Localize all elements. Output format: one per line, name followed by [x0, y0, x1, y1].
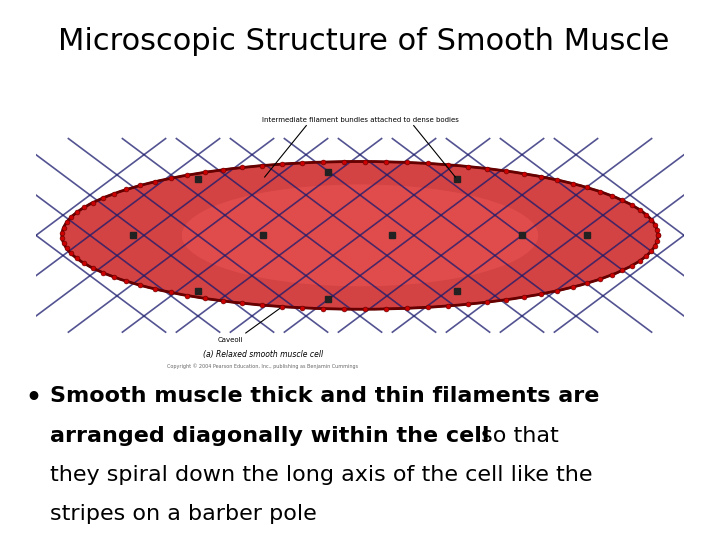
- Text: Copyright © 2004 Pearson Education, Inc., publishing as Benjamin Cummings: Copyright © 2004 Pearson Education, Inc.…: [167, 364, 359, 369]
- Text: so that: so that: [474, 426, 559, 446]
- Ellipse shape: [62, 161, 658, 309]
- Text: Intermediate filament bundles attached to dense bodies: Intermediate filament bundles attached t…: [261, 117, 459, 123]
- Text: Smooth muscle thick and thin filaments are: Smooth muscle thick and thin filaments a…: [50, 386, 600, 406]
- Text: Caveoli: Caveoli: [217, 338, 243, 343]
- Text: stripes on a barber pole: stripes on a barber pole: [50, 504, 317, 524]
- Text: Microscopic Structure of Smooth Muscle: Microscopic Structure of Smooth Muscle: [58, 27, 669, 56]
- Ellipse shape: [181, 185, 539, 286]
- Text: arranged diagonally within the cell: arranged diagonally within the cell: [50, 426, 490, 446]
- Text: they spiral down the long axis of the cell like the: they spiral down the long axis of the ce…: [50, 465, 593, 485]
- Text: •: •: [25, 386, 41, 410]
- Text: (a) Relaxed smooth muscle cell: (a) Relaxed smooth muscle cell: [203, 350, 323, 359]
